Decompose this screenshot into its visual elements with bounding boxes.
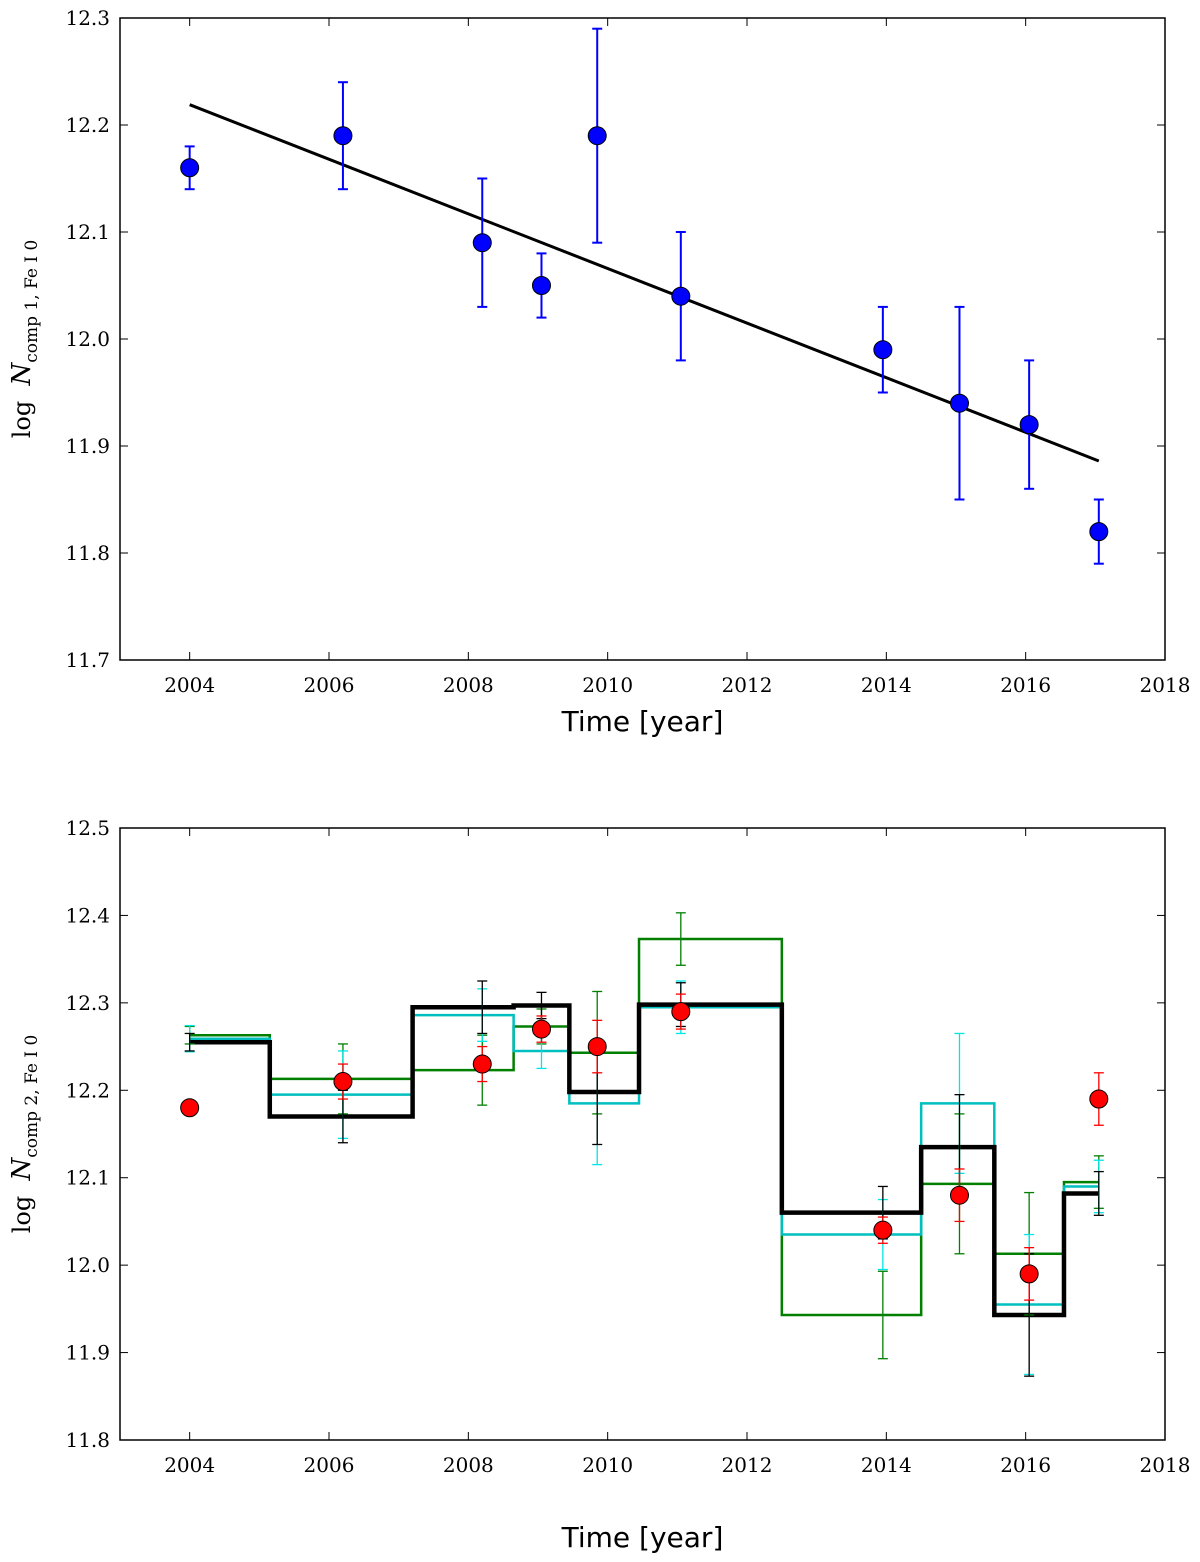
x-tick-label: 2008 <box>443 673 494 697</box>
y-tick-label: 11.9 <box>65 434 110 458</box>
data-point <box>180 158 200 178</box>
data-point <box>873 1220 893 1240</box>
y-tick-label: 11.8 <box>65 541 110 565</box>
data-point <box>671 1002 691 1022</box>
data-point <box>472 1054 492 1074</box>
data-point <box>1089 522 1109 542</box>
y-tick-label: 11.9 <box>65 1341 110 1365</box>
data-point <box>333 1072 353 1092</box>
data-point <box>333 126 353 146</box>
plot-frame <box>119 17 1166 661</box>
data-point <box>180 1098 200 1118</box>
data-point <box>671 286 691 306</box>
data-point <box>873 340 893 360</box>
y-tick-label: 11.7 <box>65 648 110 672</box>
x-tick-label: 2004 <box>164 1453 215 1477</box>
x-tick-label: 2012 <box>722 673 773 697</box>
x-tick-label: 2010 <box>582 673 633 697</box>
step-line-cyan <box>189 1005 1099 1306</box>
y-axis-title-prefix: log <box>8 386 36 439</box>
y-tick-label: 12.3 <box>65 991 110 1015</box>
fit-line <box>189 103 1100 463</box>
y-tick-label: 12.3 <box>65 6 110 30</box>
data-point <box>472 233 492 253</box>
data-point <box>1019 415 1039 435</box>
x-axis-title: Time [year] <box>561 705 724 738</box>
x-axis-title: Time [year] <box>561 1521 724 1554</box>
x-tick-label: 2018 <box>1140 673 1191 697</box>
y-axis-title-var: N <box>7 1157 37 1182</box>
x-tick-label: 2008 <box>443 1453 494 1477</box>
y-tick-label: 12.0 <box>65 1253 110 1277</box>
x-tick-label: 2014 <box>861 673 912 697</box>
x-tick-label: 2012 <box>722 1453 773 1477</box>
data-point <box>587 126 607 146</box>
x-tick-label: 2016 <box>1000 673 1051 697</box>
y-axis-title-prefix: log <box>8 1181 36 1234</box>
data-point <box>1019 1264 1039 1284</box>
plot-frame <box>119 827 1166 1441</box>
y-tick-label: 11.8 <box>65 1428 110 1452</box>
y-axis-title-sub: comp 2, Fe I 0 <box>22 1035 42 1158</box>
panel-bottom: 2004 2006 2008 2010 2012 2014 2016 2018 11.8 11.9… <box>7 816 1190 1554</box>
y-axis-title-sub: comp 1, Fe I 0 <box>22 240 42 363</box>
y-tick-label: 12.0 <box>65 327 110 351</box>
y-axis-title: log Ncomp 1, Fe I 0 <box>7 240 42 439</box>
y-tick-label: 12.1 <box>65 220 110 244</box>
x-tick-label: 2018 <box>1140 1453 1191 1477</box>
y-tick-label: 12.1 <box>65 1166 110 1190</box>
y-tick-label: 12.2 <box>65 113 110 137</box>
x-tick-label: 2006 <box>304 673 355 697</box>
data-point <box>949 1185 969 1205</box>
data-point <box>587 1037 607 1057</box>
y-tick-label: 12.4 <box>65 903 110 927</box>
y-axis-title: log Ncomp 2, Fe I 0 <box>7 1035 42 1234</box>
y-tick-label: 12.5 <box>65 816 110 840</box>
x-tick-label: 2016 <box>1000 1453 1051 1477</box>
step-line-green <box>189 937 1099 1317</box>
data-point <box>949 393 969 413</box>
x-tick-label: 2006 <box>304 1453 355 1477</box>
y-axis-title-var: N <box>7 362 37 387</box>
data-point <box>531 1019 551 1039</box>
data-point <box>531 276 551 295</box>
x-tick-label: 2010 <box>582 1453 633 1477</box>
x-tick-label: 2004 <box>164 673 215 697</box>
data-point <box>1089 1089 1109 1109</box>
y-tick-label: 12.2 <box>65 1078 110 1102</box>
step-line-black <box>189 1002 1099 1318</box>
x-tick-label: 2014 <box>861 1453 912 1477</box>
panel-top: 2004 2006 2008 2010 2012 2014 2016 2018 11.7 11.8… <box>7 6 1190 738</box>
